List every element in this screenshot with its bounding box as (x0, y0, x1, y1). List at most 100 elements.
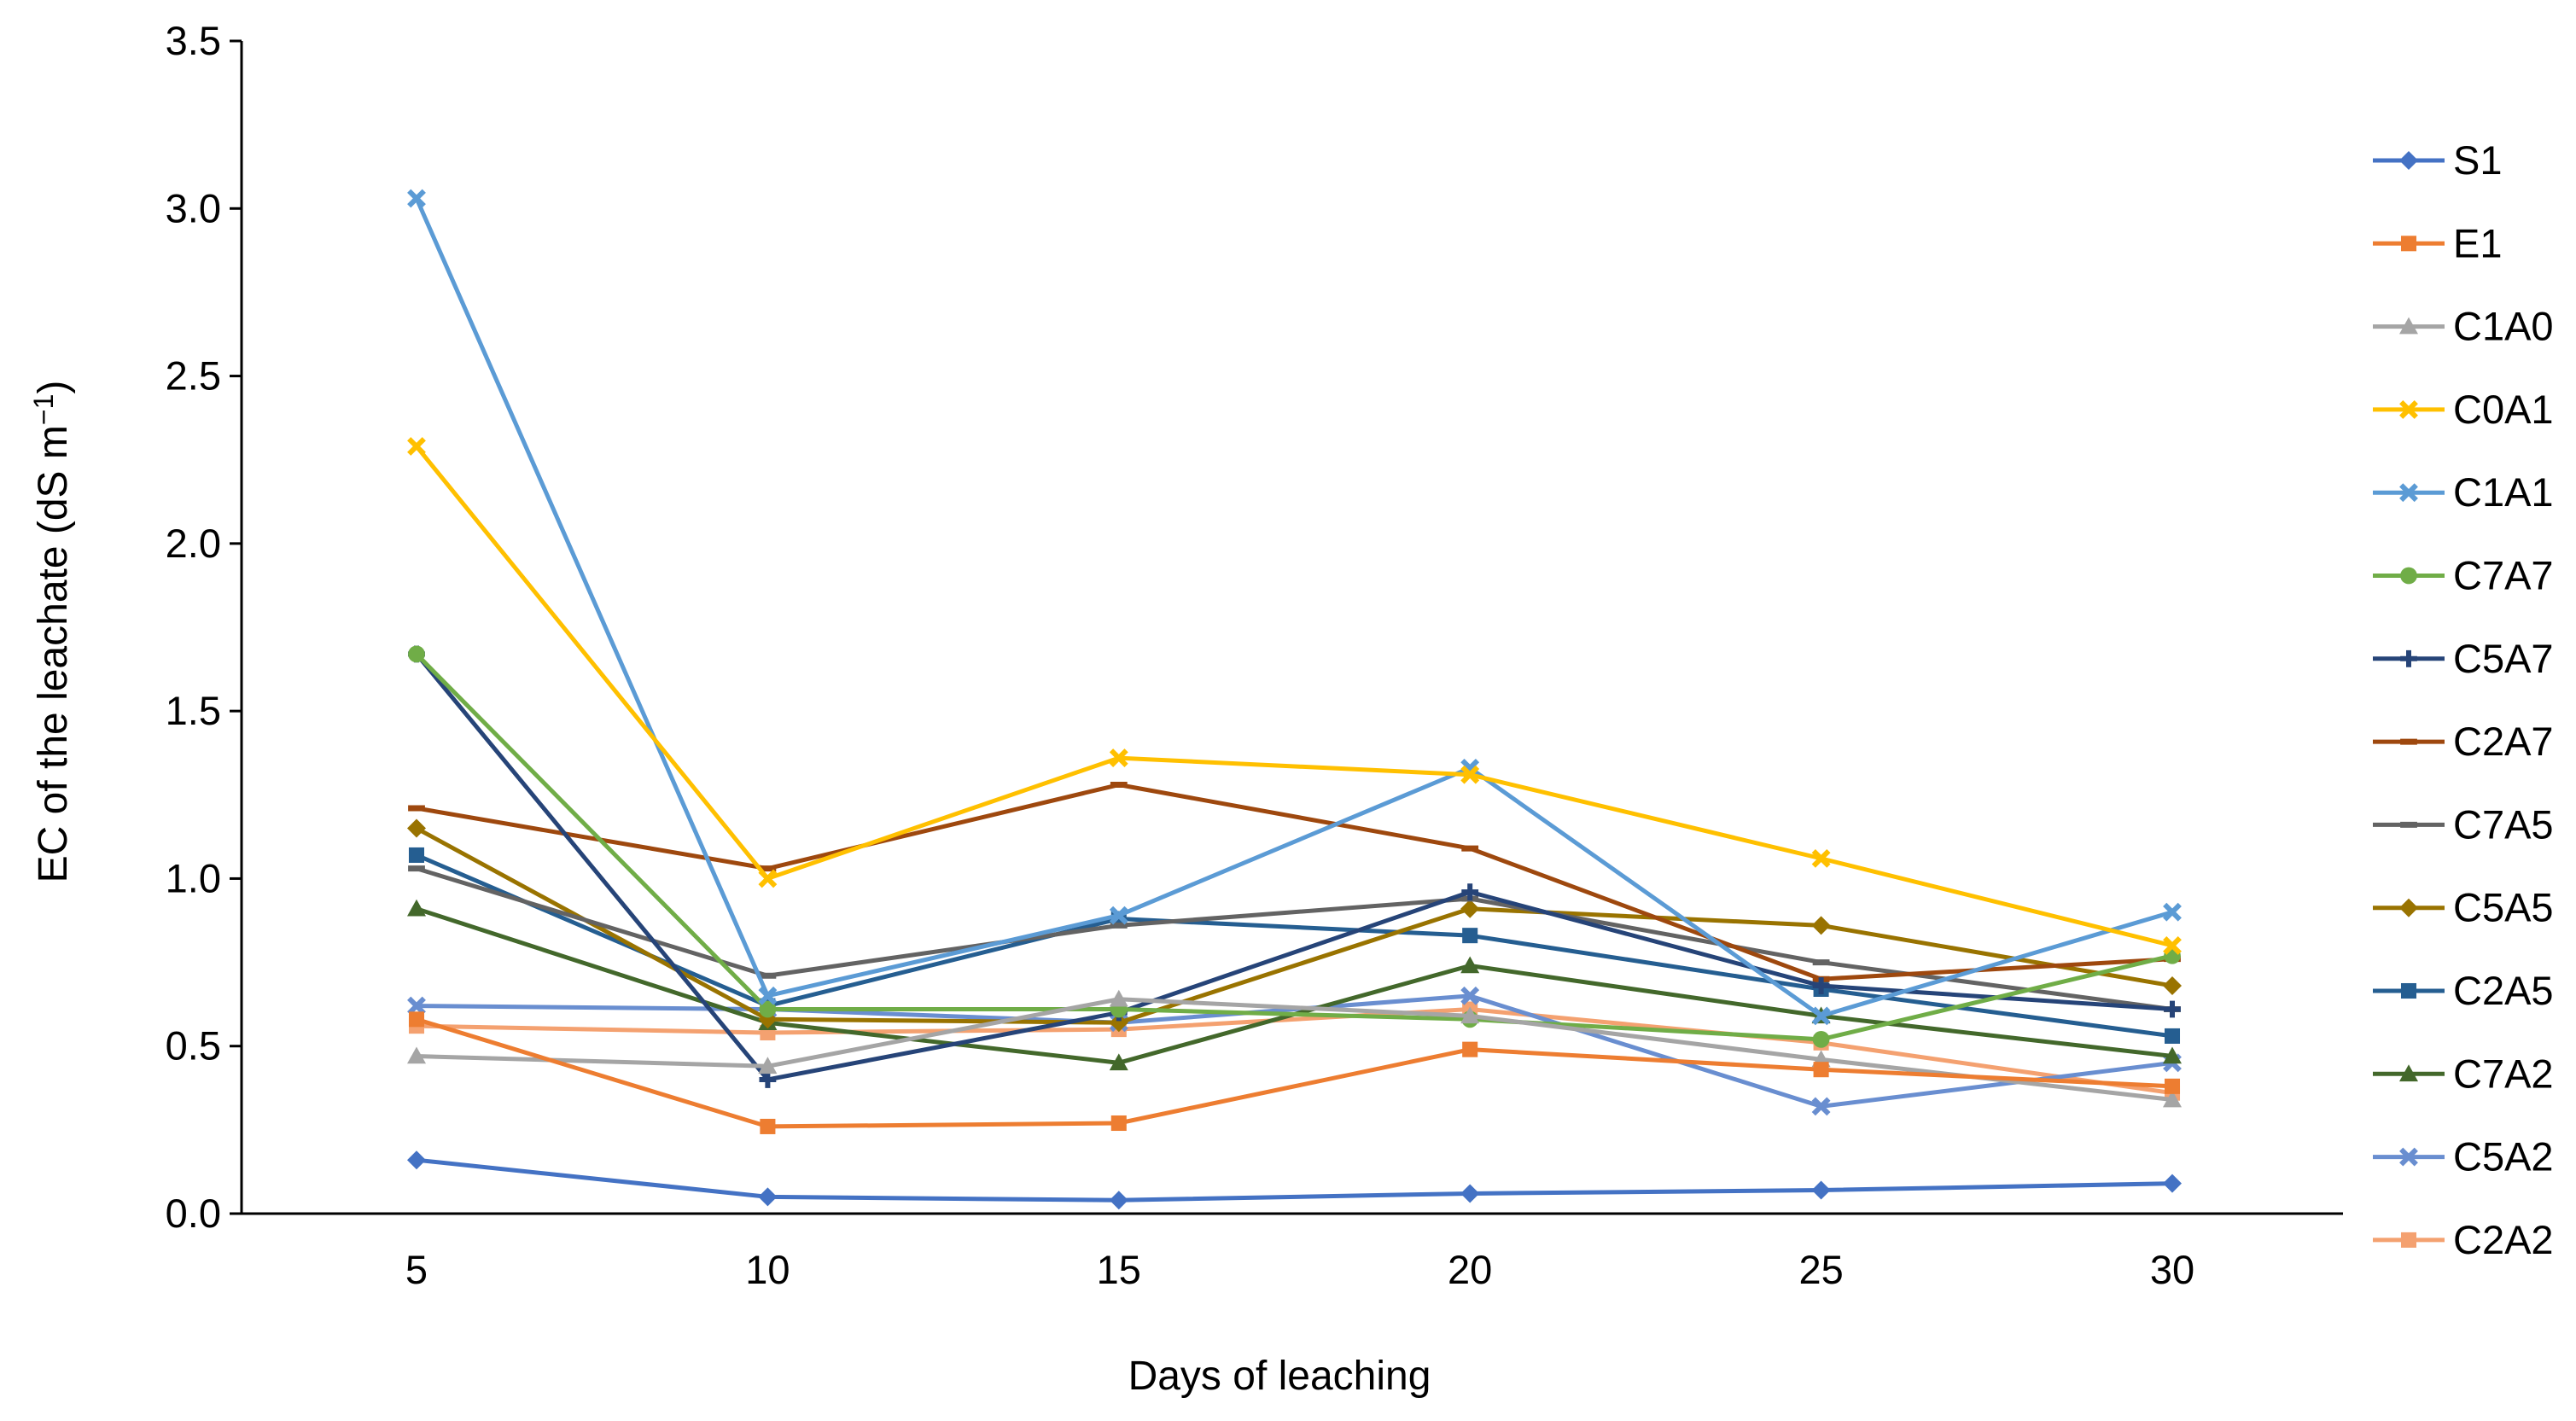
series-s1 (407, 1150, 2182, 1210)
data-point-c7a2 (1109, 1053, 1128, 1071)
legend-item-c5a7: C5A7 (2373, 636, 2554, 681)
data-point-c5a5 (1460, 899, 1480, 918)
x-tick-label: 10 (745, 1247, 790, 1292)
legend-item-c7a5: C7A5 (2373, 801, 2554, 847)
y-tick-label: 2.5 (166, 353, 221, 399)
legend-marker-c1a0 (2399, 317, 2418, 335)
data-point-c0a1 (1460, 765, 1480, 784)
series-c1a0 (407, 989, 2182, 1108)
legend-label-c7a7: C7A7 (2453, 553, 2554, 598)
series-line-c2a2 (416, 1007, 2173, 1096)
data-point-c7a2 (407, 899, 426, 917)
data-point-c5a7 (1461, 883, 1479, 901)
data-point-c5a7 (759, 1071, 777, 1088)
data-point-c7a7 (408, 645, 425, 663)
x-tick-label: 5 (405, 1247, 428, 1292)
data-point-c2a5 (408, 847, 425, 863)
legend-item-c2a5: C2A5 (2373, 968, 2554, 1013)
y-tick-label: 3.5 (166, 18, 221, 63)
x-tick-label: 30 (2150, 1247, 2194, 1292)
legend-label-c5a2: C5A2 (2453, 1134, 2554, 1179)
legend-label-c2a7: C2A7 (2453, 719, 2554, 764)
data-point-c0a1 (2163, 936, 2182, 955)
series-c1a1 (407, 189, 2182, 1026)
data-point-c1a1 (1109, 906, 1128, 925)
data-point-s1 (758, 1187, 778, 1207)
legend-marker-c5a5 (2399, 898, 2418, 917)
legend-label-c0a1: C0A1 (2453, 387, 2554, 432)
legend-label-c5a5: C5A5 (2453, 885, 2554, 930)
y-tick-label: 0.0 (166, 1191, 221, 1236)
legend-marker-c2a5 (2400, 982, 2417, 999)
legend-item-c5a2: C5A2 (2373, 1134, 2554, 1179)
data-point-s1 (2163, 1173, 2182, 1193)
series-c7a2 (407, 899, 2182, 1071)
x-tick-label: 15 (1097, 1247, 1141, 1292)
legend-label-c2a5: C2A5 (2453, 968, 2554, 1013)
data-point-c1a0 (407, 1046, 426, 1064)
legend-label-e1: E1 (2453, 220, 2503, 265)
y-tick-label: 1.5 (166, 688, 221, 733)
legend-label-c1a0: C1A0 (2453, 304, 2554, 349)
data-point-c0a1 (1109, 748, 1128, 768)
legend-marker-c1a1 (2399, 483, 2418, 503)
legend-marker-c2a2 (2400, 1232, 2417, 1248)
legend-item-c2a2: C2A2 (2373, 1217, 2554, 1262)
series-c5a7 (408, 645, 2181, 1088)
legend-item-c0a1: C0A1 (2373, 387, 2554, 432)
legend-item-s1: S1 (2373, 137, 2503, 183)
data-point-c7a7 (759, 1000, 777, 1018)
y-axis-title-close: ) (31, 381, 76, 394)
data-point-c7a2 (1460, 956, 1480, 974)
data-point-c1a0 (1460, 1006, 1480, 1024)
series-line-c7a7 (415, 652, 2173, 1042)
y-tick-label: 2.0 (166, 521, 221, 566)
data-point-e1 (2164, 1078, 2181, 1094)
y-axis-title-main: EC of the leachate (dS m (31, 425, 76, 882)
legend-label-s1: S1 (2453, 137, 2503, 183)
legend-marker-c0a1 (2399, 399, 2418, 419)
data-point-c1a0 (758, 1057, 778, 1074)
x-tick-label: 25 (1798, 1247, 1843, 1292)
series-line-e1 (416, 1016, 2173, 1129)
legend-marker-c7a7 (2400, 567, 2417, 585)
data-point-c5a2 (1460, 986, 1480, 1005)
series-line-c1a1 (414, 197, 2173, 1018)
legend: S1 E1 C1A0 C0A1 C1A1 C7A7 C5A7 C2A7 C7A5 C5A5 C2A5… (2373, 137, 2554, 1262)
data-point-s1 (1109, 1191, 1128, 1210)
legend-label-c7a5: C7A5 (2453, 801, 2554, 847)
legend-item-c1a1: C1A1 (2373, 469, 2554, 515)
series-line-c1a0 (416, 997, 2173, 1103)
series-line-c5a7 (415, 652, 2173, 1082)
data-point-c1a0 (1109, 989, 1128, 1007)
series-c7a7 (408, 645, 2181, 1048)
data-point-e1 (408, 1011, 425, 1028)
legend-item-c5a5: C5A5 (2373, 885, 2554, 930)
data-point-e1 (1110, 1115, 1127, 1132)
legend-label-c5a7: C5A7 (2453, 636, 2554, 681)
data-point-s1 (1811, 1180, 1831, 1200)
data-point-c5a5 (407, 818, 426, 838)
plot-area: 0.0 0.5 1.0 1.5 2.0 2.5 3.0 3.5 5 10 15 20 25 30 (166, 18, 2343, 1292)
data-point-c1a1 (2163, 902, 2182, 922)
legend-item-c1a0: C1A0 (2373, 304, 2554, 349)
legend-marker-c7a2 (2399, 1064, 2418, 1082)
data-point-c5a7 (2164, 1000, 2181, 1018)
data-point-s1 (1460, 1184, 1480, 1203)
legend-item-c2a7: C2A7 (2373, 719, 2554, 764)
data-point-c1a0 (2163, 1090, 2182, 1108)
series-line-c0a1 (415, 445, 2173, 948)
y-tick-label: 1.0 (166, 855, 221, 900)
y-axis-title: EC of the leachate (dS m−1) (28, 381, 76, 883)
legend-marker-c5a2 (2399, 1147, 2418, 1167)
data-point-c1a1 (1811, 1006, 1831, 1026)
data-point-s1 (407, 1150, 426, 1170)
series-line-s1 (416, 1157, 2173, 1203)
data-point-e1 (760, 1118, 776, 1134)
legend-marker-e1 (2400, 236, 2417, 252)
series-c0a1 (407, 437, 2182, 955)
series-c5a5 (407, 818, 2182, 1033)
legend-item-c7a7: C7A7 (2373, 553, 2554, 598)
data-point-c1a1 (407, 189, 426, 208)
legend-label-c1a1: C1A1 (2453, 469, 2554, 515)
